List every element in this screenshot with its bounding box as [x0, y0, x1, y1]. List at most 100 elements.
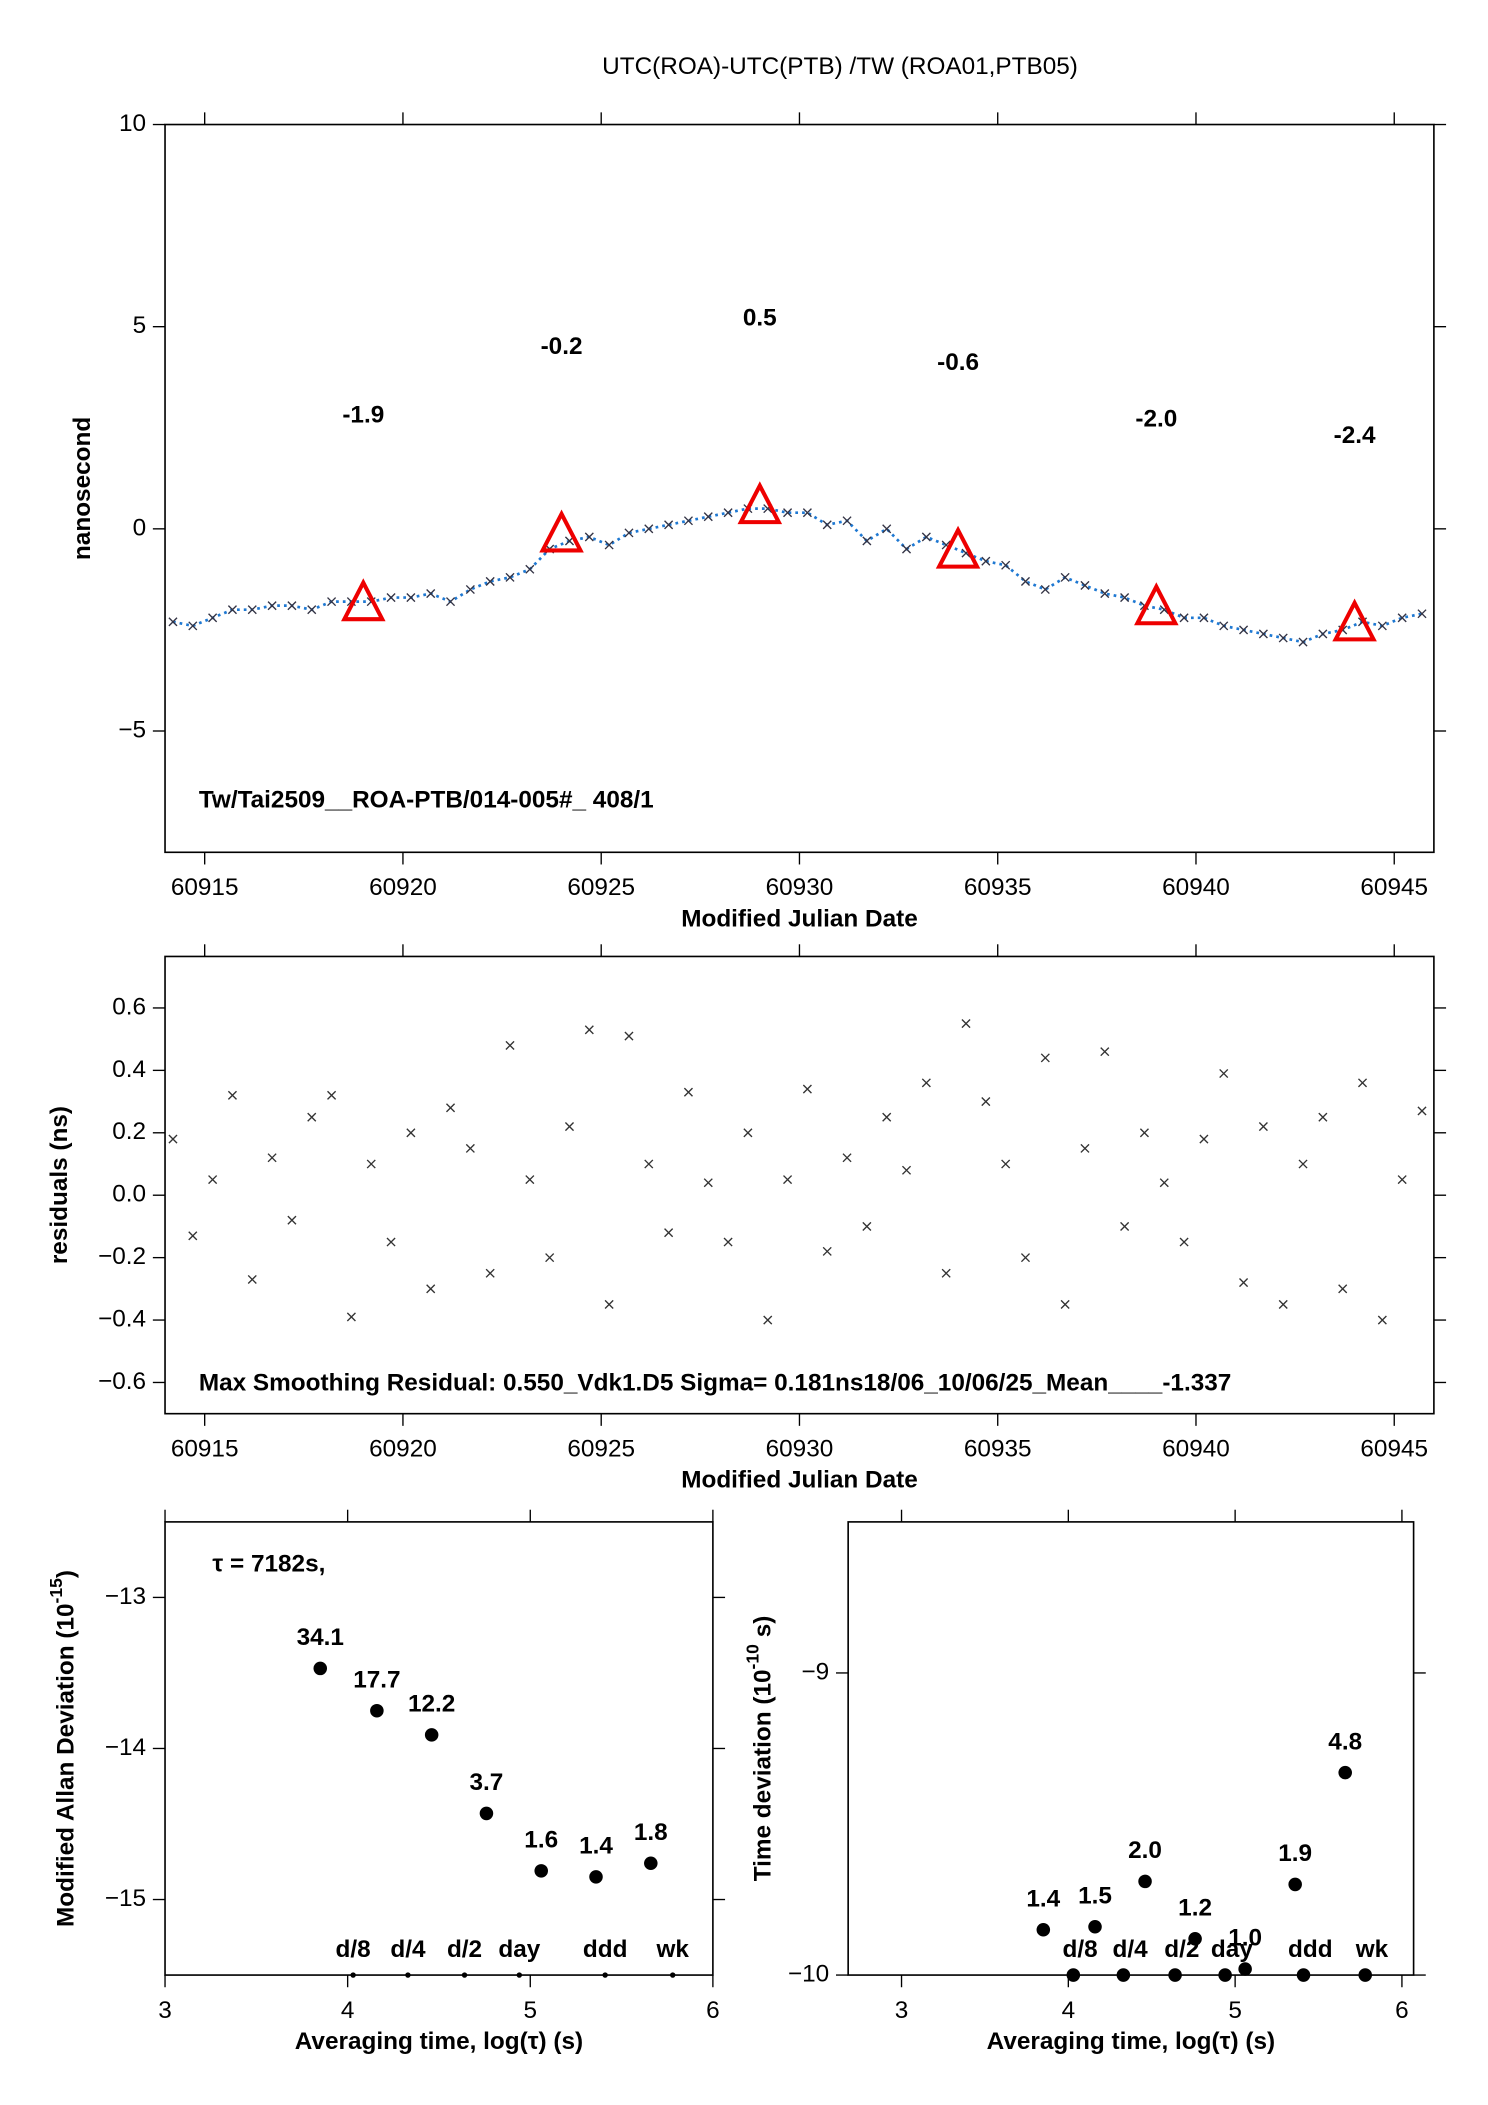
- x-tick-label: 6: [1395, 1997, 1409, 2024]
- reference-mark: [670, 1972, 676, 1978]
- point: [1001, 560, 1011, 570]
- point: [1298, 637, 1308, 647]
- point: [941, 1268, 951, 1278]
- point-label: 1.0: [1228, 1925, 1262, 1952]
- value-label: -2.0: [1135, 406, 1177, 433]
- point: [1219, 1068, 1229, 1079]
- point: [584, 1025, 594, 1035]
- x-tick-label: 60930: [766, 1436, 834, 1463]
- annotation: Tw/Tai2509__ROA-PTB/014-005#_ 408/1: [199, 786, 654, 813]
- point: [1357, 1078, 1368, 1088]
- point: [1120, 593, 1130, 603]
- point: [723, 1237, 733, 1247]
- point: [1060, 572, 1070, 582]
- plot-frame: [164, 1521, 714, 1976]
- value-label: 0.5: [743, 305, 777, 332]
- point: [370, 1703, 384, 1718]
- point: [445, 1103, 456, 1113]
- reference-label: d/2: [447, 1936, 482, 1963]
- point: [505, 1040, 515, 1050]
- reference-mark: [461, 1972, 468, 1978]
- point: [961, 1019, 971, 1029]
- point: [307, 1112, 317, 1122]
- point: [525, 1175, 535, 1185]
- point: [445, 597, 456, 607]
- x-tick-label: 60940: [1162, 1436, 1230, 1463]
- chart-title: UTC(ROA)-UTC(PTB) /TW (ROA01,PTB05): [602, 53, 1078, 80]
- point: [287, 601, 297, 611]
- x-tick-label: 60940: [1162, 874, 1230, 901]
- point: [802, 1084, 812, 1094]
- point: [822, 520, 832, 530]
- point: [1238, 1962, 1252, 1976]
- reference-label: ddd: [583, 1936, 628, 1963]
- point: [1298, 1159, 1308, 1169]
- point: [426, 1284, 436, 1294]
- point: [842, 516, 852, 526]
- x-tick-label: 60915: [171, 1436, 239, 1463]
- point: [882, 524, 892, 534]
- y-tick-label: 5: [133, 312, 147, 339]
- reference-label: ddd: [1288, 1936, 1333, 1963]
- point: [783, 508, 793, 518]
- x-tick-label: 60925: [567, 874, 635, 901]
- point: [624, 1031, 634, 1041]
- y-axis-label-part: -15: [45, 1578, 65, 1604]
- point: [683, 1087, 693, 1097]
- reference-mark: [1296, 1968, 1311, 1982]
- point: [921, 532, 931, 542]
- x-tick-label: 6: [706, 1997, 720, 2024]
- point: [1338, 1284, 1348, 1294]
- y-tick-label: −0.4: [98, 1305, 146, 1332]
- point: [465, 584, 475, 595]
- reference-mark: [1168, 1968, 1182, 1982]
- point: [346, 1312, 356, 1322]
- x-tick-label: 60935: [964, 1436, 1032, 1463]
- point: [313, 1661, 328, 1676]
- point: [862, 536, 872, 546]
- point: [604, 540, 614, 550]
- y-axis-label: Modified Allan Deviation (10-15): [45, 1570, 80, 1927]
- smoothed-line: [172, 507, 1423, 644]
- reference-label: d/2: [1164, 1936, 1199, 1963]
- point: [1040, 584, 1050, 595]
- plot-frame: [164, 123, 1435, 854]
- y-tick-label: 0.6: [112, 993, 146, 1020]
- point: [1120, 1221, 1130, 1231]
- point: [584, 532, 594, 542]
- point: [545, 1253, 555, 1263]
- point: [227, 605, 237, 615]
- x-axis-label: Averaging time, log(τ) (s): [987, 2028, 1275, 2055]
- x-tick-label: 60925: [567, 1436, 635, 1463]
- y-axis-label-part: s): [750, 1616, 777, 1644]
- point: [564, 1122, 575, 1132]
- reference-label: d/8: [336, 1936, 371, 1963]
- point: [901, 544, 912, 554]
- reference-mark: [602, 1972, 608, 1978]
- point: [424, 1728, 439, 1742]
- y-tick-label: −15: [105, 1885, 146, 1912]
- point: [1278, 633, 1288, 643]
- y-tick-label: 0: [133, 514, 147, 541]
- point-label: 1.9: [1278, 1840, 1312, 1867]
- point: [901, 1165, 912, 1175]
- point: [1080, 580, 1090, 590]
- point: [1239, 1278, 1249, 1288]
- reference-mark: [1218, 1968, 1232, 1982]
- triangle-marker: [737, 481, 783, 525]
- point: [327, 597, 337, 607]
- point: [664, 520, 674, 530]
- point-label: 3.7: [470, 1769, 504, 1796]
- point: [534, 1864, 548, 1878]
- point: [802, 508, 812, 518]
- reference-mark: [1066, 1968, 1081, 1982]
- point: [683, 516, 693, 526]
- x-tick-label: 3: [158, 1997, 172, 2024]
- y-axis-label-part: ): [53, 1570, 80, 1578]
- point: [406, 1128, 416, 1138]
- point: [664, 1228, 674, 1238]
- point: [168, 1134, 178, 1144]
- point: [1138, 1874, 1152, 1889]
- point-label: 1.2: [1178, 1894, 1212, 1921]
- y-tick-label: −14: [105, 1734, 146, 1761]
